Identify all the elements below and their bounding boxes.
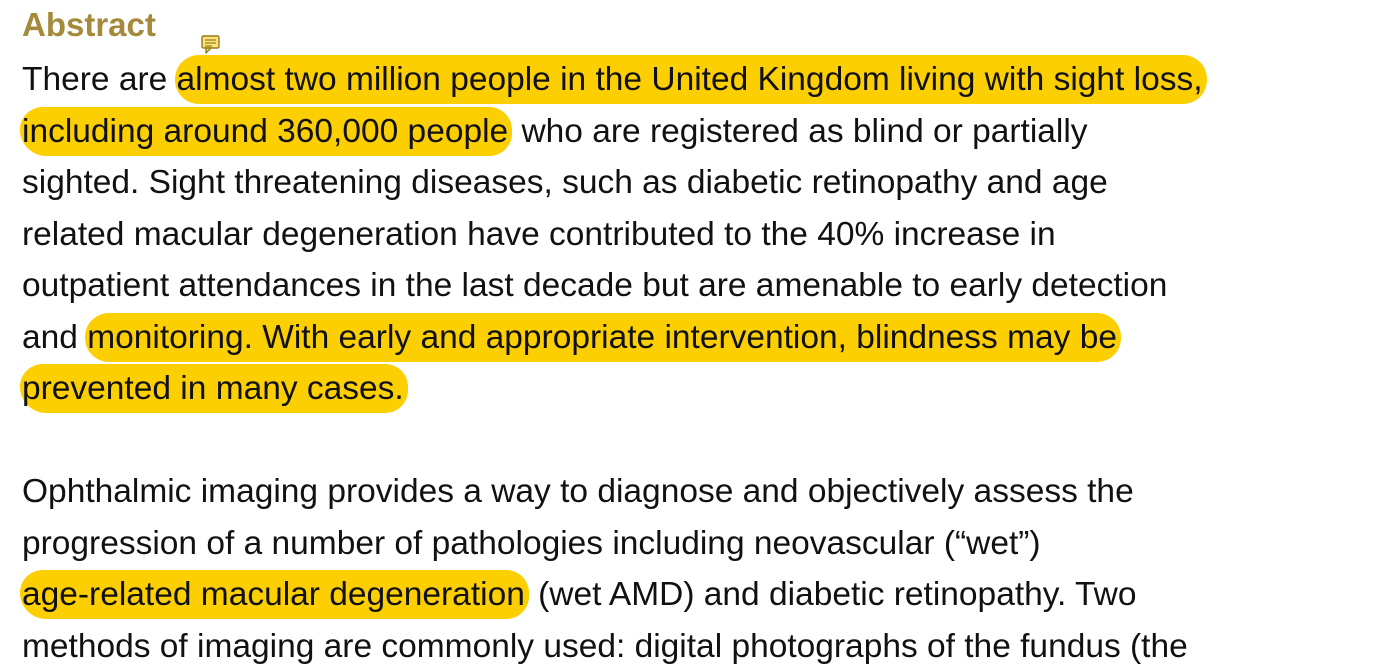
text-run: (wet AMD) and diabetic retinopathy. Two bbox=[528, 576, 1137, 613]
text-line: related macular degeneration have contri… bbox=[22, 215, 1056, 253]
text-run: who are registered as blind or partially bbox=[512, 112, 1088, 150]
section-heading: Abstract bbox=[22, 6, 156, 43]
text-line: prevented in many cases. bbox=[20, 363, 1400, 415]
text-line: age-related macular degeneration (wet AM… bbox=[20, 569, 1400, 621]
text-run: There are bbox=[22, 61, 177, 98]
text-line: including around 360,000 people who are … bbox=[20, 106, 1400, 158]
abstract-paragraph-1: There are almost two million people in t… bbox=[20, 54, 1400, 415]
text-line: outpatient attendances in the last decad… bbox=[22, 267, 1168, 304]
text-line: There are almost two million people in t… bbox=[22, 54, 1400, 106]
text-line: Ophthalmic imaging provides a way to dia… bbox=[22, 473, 1134, 510]
text-line: and monitoring. With early and appropria… bbox=[22, 312, 1400, 364]
highlight-annotation[interactable]: including around 360,000 people bbox=[20, 106, 513, 156]
text-run: and bbox=[22, 318, 88, 356]
text-line: methods of imaging are commonly used: di… bbox=[22, 627, 1188, 665]
abstract-paragraph-2: Ophthalmic imaging provides a way to dia… bbox=[20, 466, 1400, 671]
text-line: progression of a number of pathologies i… bbox=[22, 524, 1041, 562]
text-line: sighted. Sight threatening diseases, suc… bbox=[22, 164, 1108, 201]
highlight-annotation[interactable]: monitoring. With early and appropriate i… bbox=[85, 312, 1121, 362]
highlight-annotation[interactable]: almost two million people in the United … bbox=[174, 55, 1207, 104]
comment-note-icon[interactable] bbox=[200, 34, 222, 56]
highlight-annotation[interactable]: prevented in many cases. bbox=[20, 364, 408, 413]
highlight-annotation[interactable]: age-related macular degeneration bbox=[20, 570, 529, 619]
